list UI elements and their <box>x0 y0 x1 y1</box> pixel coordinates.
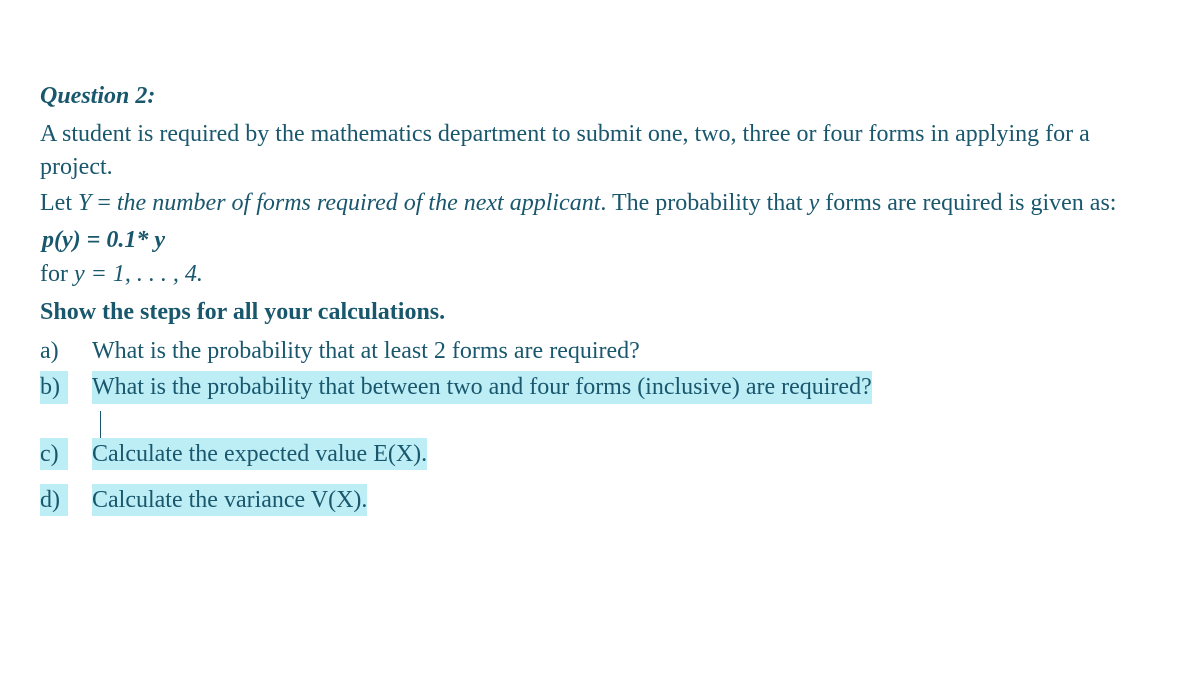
intro-paragraph-2: Let Y = the number of forms required of … <box>40 187 1160 219</box>
question-a-row: a) What is the probability that at least… <box>40 335 1160 367</box>
variable-y: y <box>809 190 820 216</box>
text-post2: forms are required is given as: <box>819 190 1116 216</box>
text-eq: = <box>91 190 117 216</box>
label-b: b) <box>40 371 68 403</box>
question-a-text: What is the probability that at least 2 … <box>92 335 640 367</box>
question-b-row: b) What is the probability that between … <box>40 371 1160 403</box>
question-title: Question 2: <box>40 80 1160 112</box>
intro-paragraph-1: A student is required by the mathematics… <box>40 118 1160 183</box>
variable-Y: Y <box>78 190 91 216</box>
text-post1: . The probability that <box>600 190 808 216</box>
question-c-row: c) Calculate the expected value E(X). <box>40 438 1160 470</box>
variable-definition: the number of forms required of the next… <box>117 190 600 216</box>
domain-line: for y = 1, . . . , 4. <box>40 258 1160 290</box>
label-a: a) <box>40 335 68 367</box>
spacer <box>40 474 1160 484</box>
domain-eq: y = 1, . . . , 4. <box>74 261 203 287</box>
label-c: c) <box>40 438 68 470</box>
text-cursor-row <box>98 408 1160 436</box>
question-b-text: What is the probability that between two… <box>92 371 872 403</box>
question-d-text: Calculate the variance V(X). <box>92 484 367 516</box>
domain-for: for <box>40 261 74 287</box>
text-cursor-icon <box>100 411 101 439</box>
label-d: d) <box>40 484 68 516</box>
question-document: Question 2: A student is required by the… <box>0 0 1200 560</box>
pmf-formula: p(y) = 0.1* y <box>42 224 1160 256</box>
question-d-row: d) Calculate the variance V(X). <box>40 484 1160 516</box>
question-c-text: Calculate the expected value E(X). <box>92 438 427 470</box>
show-steps-instruction: Show the steps for all your calculations… <box>40 296 1160 328</box>
text-let: Let <box>40 190 78 216</box>
